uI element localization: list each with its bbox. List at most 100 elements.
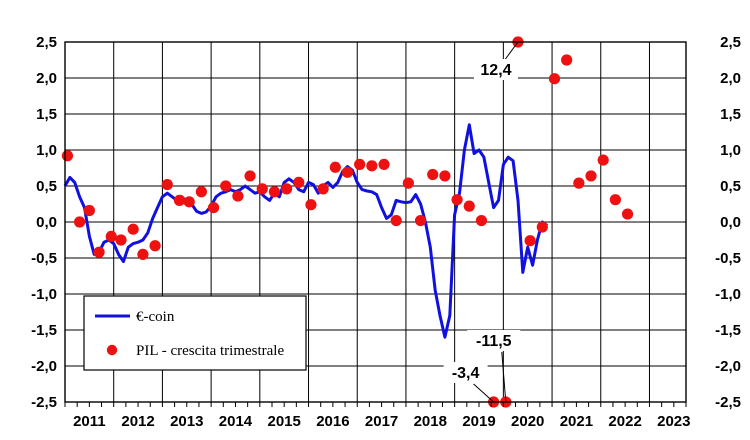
annotation-leader bbox=[503, 41, 519, 62]
pil-dot bbox=[105, 230, 117, 242]
legend: €-coin PIL - crescita trimestrale bbox=[83, 295, 307, 371]
pil-dot bbox=[61, 150, 74, 162]
x-tick-label: 2020 bbox=[511, 413, 544, 430]
pil-dot bbox=[548, 73, 561, 85]
y-tick-label-left: -0,5 bbox=[31, 250, 57, 267]
series-line-ecoin bbox=[63, 123, 549, 339]
pil-dot bbox=[354, 158, 366, 170]
y-tick-label-right: 0,5 bbox=[720, 178, 741, 195]
x-tick-label: 2021 bbox=[560, 413, 593, 430]
y-tick-label-right: -1,5 bbox=[715, 322, 741, 339]
pil-dot bbox=[93, 246, 105, 258]
pil-dot bbox=[244, 170, 256, 182]
pil-dot bbox=[609, 194, 621, 206]
pil-dot bbox=[597, 154, 609, 166]
pil-dot bbox=[195, 186, 207, 198]
y-tick-label-right: -2,0 bbox=[715, 358, 741, 375]
pil-dot bbox=[621, 208, 634, 220]
pil-dot bbox=[414, 214, 427, 227]
pil-dot bbox=[83, 204, 95, 217]
x-tick-label: 2022 bbox=[608, 413, 641, 430]
pil-dot bbox=[451, 194, 463, 206]
x-tick-label: 2019 bbox=[462, 413, 495, 430]
legend-label-ecoin: €-coin bbox=[136, 309, 175, 325]
x-tick-label: 2016 bbox=[316, 413, 349, 430]
y-tick-label-right: -1,0 bbox=[715, 286, 741, 303]
y-tick-label-right: 1,0 bbox=[720, 142, 741, 159]
pil-dot bbox=[232, 190, 244, 202]
pil-dot bbox=[573, 177, 585, 189]
pil-dot bbox=[475, 214, 488, 227]
pil-dot bbox=[341, 166, 354, 178]
pil-dot bbox=[256, 183, 268, 195]
y-tick-label-right: 2,5 bbox=[720, 34, 741, 51]
x-tick-label: 2017 bbox=[365, 413, 398, 430]
pil-dot bbox=[115, 234, 127, 246]
x-tick-label: 2013 bbox=[170, 413, 203, 430]
pil-dot bbox=[536, 221, 548, 233]
annotation-bg bbox=[443, 362, 488, 383]
axes: 2,5 2,5 2,0 2,0 1,5 1,5 1,0 1,0 0,5 0,5 0,0 0,0 -0,5… bbox=[31, 34, 741, 430]
plot-frame bbox=[64, 41, 687, 403]
x-tick-label: 2012 bbox=[121, 413, 154, 430]
pil-dot bbox=[585, 170, 597, 182]
legend-label-pil: PIL - crescita trimestrale bbox=[136, 343, 284, 359]
annotation-label: -11,5 bbox=[476, 333, 512, 350]
x-tick-label: 2023 bbox=[657, 413, 690, 430]
pil-dot bbox=[402, 177, 414, 189]
pil-dot bbox=[149, 240, 161, 252]
pil-dot bbox=[173, 194, 186, 206]
pil-dot bbox=[268, 186, 281, 198]
y-tick-label-right: 1,5 bbox=[720, 106, 741, 123]
pil-dot bbox=[561, 54, 573, 66]
y-tick-label-right: -2,5 bbox=[715, 394, 741, 411]
pil-dot bbox=[427, 168, 439, 181]
pil-dot bbox=[317, 183, 329, 195]
pil-dot bbox=[366, 160, 378, 172]
annotation-leader bbox=[501, 351, 507, 403]
annotations: 12,4 -11,5 -3,4 bbox=[443, 41, 521, 403]
annotation-bg bbox=[473, 59, 518, 80]
pil-dot bbox=[281, 183, 293, 195]
y-tick-label-left: 1,0 bbox=[36, 142, 57, 159]
x-tick-label: 2018 bbox=[414, 413, 447, 430]
x-tick-label: 2011 bbox=[73, 413, 106, 430]
pil-dot bbox=[305, 199, 317, 211]
legend-dot-swatch bbox=[106, 344, 118, 356]
pil-dot bbox=[207, 202, 220, 214]
x-tick-label: 2014 bbox=[219, 413, 253, 430]
pil-dot bbox=[74, 216, 86, 228]
pil-dot bbox=[390, 214, 402, 227]
pil-dot bbox=[463, 200, 475, 212]
x-tick-label: 2015 bbox=[267, 413, 300, 430]
pil-dot bbox=[524, 235, 536, 247]
pil-dot bbox=[137, 248, 149, 260]
pil-dot bbox=[439, 170, 451, 182]
legend-box bbox=[83, 295, 307, 371]
y-tick-label-left: 2,5 bbox=[36, 34, 57, 51]
pil-dot bbox=[378, 158, 390, 170]
y-tick-label-left: 0,5 bbox=[36, 178, 57, 195]
y-tick-label-left: -2,5 bbox=[31, 394, 57, 411]
y-tick-label-right: 0,0 bbox=[720, 214, 741, 231]
pil-dot bbox=[329, 161, 341, 173]
annotation-leader bbox=[473, 383, 494, 403]
y-tick-label-left: -1,0 bbox=[31, 286, 57, 303]
pil-dot bbox=[183, 196, 195, 208]
annotation-label: -3,4 bbox=[452, 365, 480, 382]
pil-dot bbox=[220, 180, 232, 192]
y-tick-label-right: -0,5 bbox=[715, 250, 741, 267]
y-tick-label-left: -2,0 bbox=[31, 358, 57, 375]
y-tick-label-left: 1,5 bbox=[36, 106, 57, 123]
pil-dot bbox=[293, 176, 305, 188]
y-tick-label-left: 2,0 bbox=[36, 70, 57, 87]
y-tick-label-left: -1,5 bbox=[31, 322, 57, 339]
y-tick-label-left: 0,0 bbox=[36, 214, 57, 231]
annotation-label: 12,4 bbox=[480, 62, 511, 79]
pil-dot bbox=[161, 178, 173, 191]
series-line-layer bbox=[63, 123, 549, 339]
pil-dot bbox=[127, 223, 139, 235]
annotation-bg bbox=[467, 330, 521, 351]
